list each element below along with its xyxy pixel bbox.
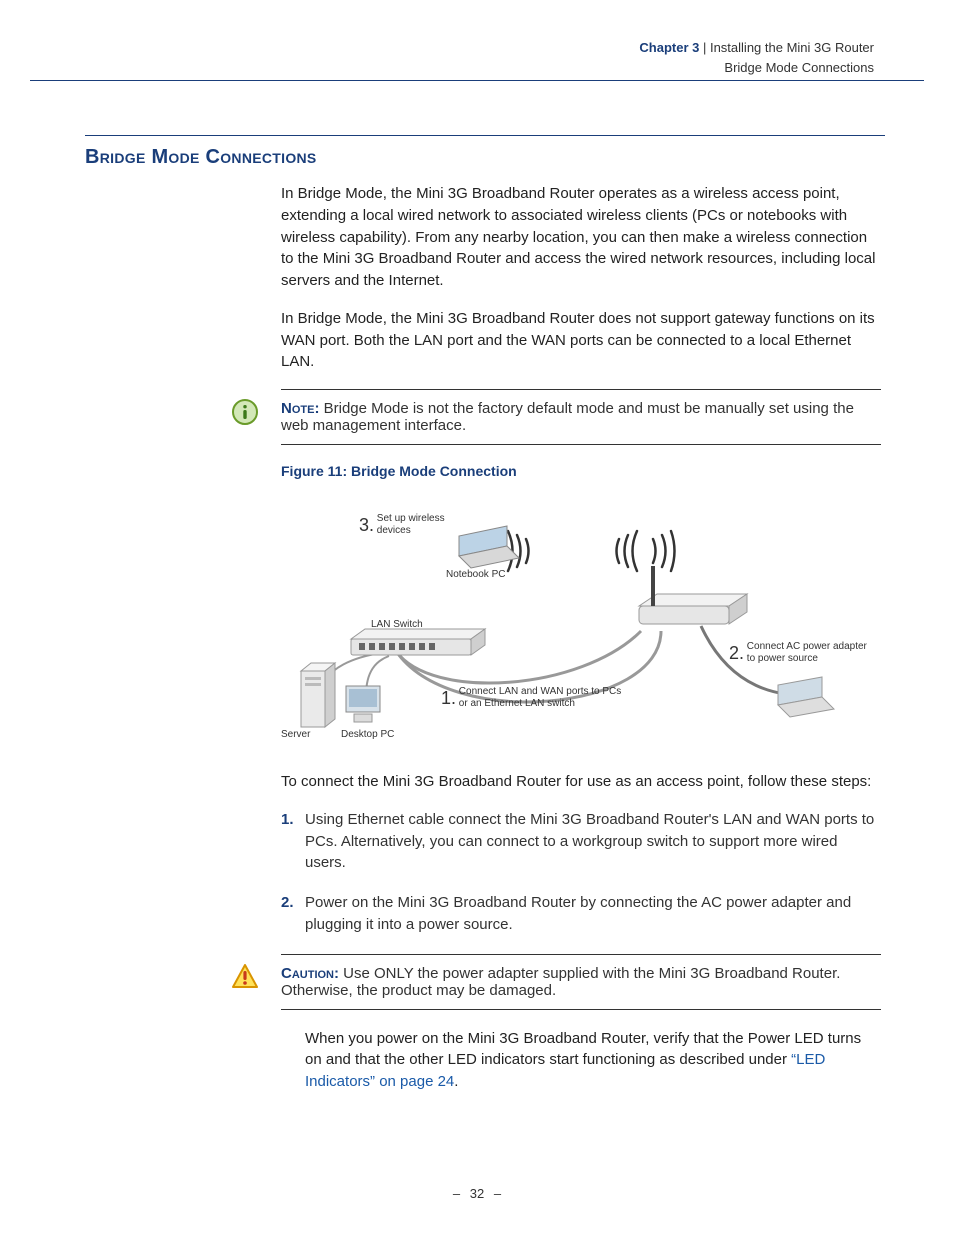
figure-diagram: 3. Set up wireless devices Notebook PC L… [281,491,881,751]
page-dash-left: – [453,1186,460,1201]
figure-caption: Figure 11: Bridge Mode Connection [281,463,885,479]
note-label: Note: [281,400,319,417]
fig-label-desktop: Desktop PC [341,729,394,740]
page-dash-right: – [494,1186,501,1201]
para3-post: . [454,1073,458,1090]
paragraph-3: When you power on the Mini 3G Broadband … [305,1028,881,1093]
fig-step-3-text: Set up wireless devices [377,513,457,537]
chapter-title: Installing the Mini 3G Router [710,40,874,55]
info-icon [231,398,259,426]
fig-step-2-text: Connect AC power adapter to power source [747,641,877,665]
header-rule [30,80,924,81]
fig-step-1-num: 1. [441,688,456,709]
section-rule [85,135,885,136]
note-block: Note: Bridge Mode is not the factory def… [281,389,881,445]
numbered-steps: Using Ethernet cable connect the Mini 3G… [281,809,881,936]
body-column: In Bridge Mode, the Mini 3G Broadband Ro… [281,183,881,373]
caution-text: Use ONLY the power adapter supplied with… [281,965,840,999]
para3-pre: When you power on the Mini 3G Broadband … [305,1030,861,1069]
page-header: Chapter 3 | Installing the Mini 3G Route… [639,38,874,77]
fig-label-server: Server [281,729,310,740]
paragraph-2: In Bridge Mode, the Mini 3G Broadband Ro… [281,308,881,373]
chapter-label: Chapter 3 [639,40,699,55]
fig-step-1-text: Connect LAN and WAN ports to PCs or an E… [459,686,629,710]
fig-step-2: 2. Connect AC power adapter to power sou… [729,641,877,665]
fig-step-3: 3. Set up wireless devices [359,513,457,537]
paragraph-1: In Bridge Mode, the Mini 3G Broadband Ro… [281,183,881,292]
caution-icon [231,963,259,991]
page-number: – 32 – [0,1186,954,1201]
step-1: Using Ethernet cable connect the Mini 3G… [281,809,881,874]
fig-label-lanswitch: LAN Switch [371,619,423,630]
note-text: Bridge Mode is not the factory default m… [281,400,854,434]
fig-label-notebook: Notebook PC [446,569,505,580]
caution-block: Caution: Use ONLY the power adapter supp… [281,954,881,1010]
content-area: Bridge Mode Connections In Bridge Mode, … [85,135,885,1109]
header-divider: | [699,40,710,55]
fig-step-2-num: 2. [729,643,744,664]
header-subsection: Bridge Mode Connections [639,58,874,78]
fig-step-1: 1. Connect LAN and WAN ports to PCs or a… [441,686,629,710]
page-number-value: 32 [466,1186,488,1201]
step-2: Power on the Mini 3G Broadband Router by… [281,892,881,936]
fig-step-3-num: 3. [359,515,374,536]
caution-label: Caution: [281,965,339,982]
steps-intro: To connect the Mini 3G Broadband Router … [281,771,881,793]
section-title: Bridge Mode Connections [85,146,885,169]
